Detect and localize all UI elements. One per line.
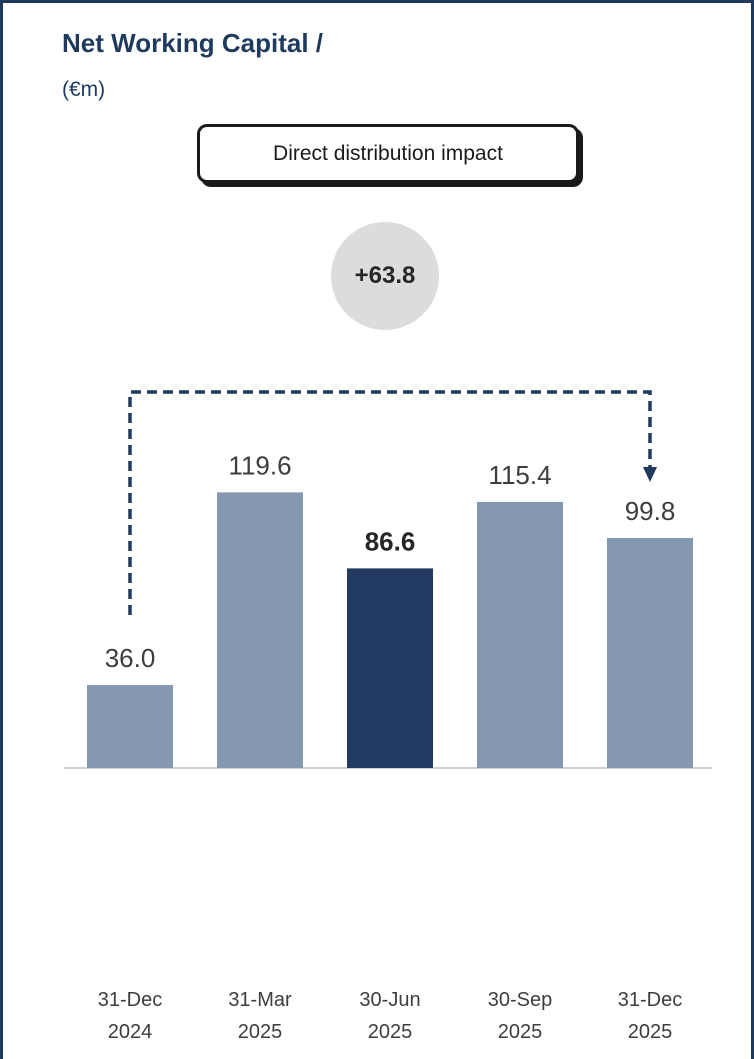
x-tick-label-3: 30-Sep 2025 bbox=[488, 989, 553, 1043]
callout-box: Direct distribution impact bbox=[197, 124, 579, 183]
value-label-0: 36.0 bbox=[105, 643, 156, 673]
x-tick-label-1: 31-Mar 2025 bbox=[228, 989, 292, 1043]
bar-0 bbox=[87, 685, 173, 768]
value-label-4: 99.8 bbox=[625, 496, 676, 526]
delta-bubble: +63.8 bbox=[331, 222, 439, 330]
bar-1 bbox=[217, 492, 303, 768]
bridge-arrow-line bbox=[128, 390, 652, 616]
value-label-3: 115.4 bbox=[488, 460, 551, 490]
value-label-2: 86.6 bbox=[365, 526, 416, 556]
x-tick-label-2: 30-Jun 2025 bbox=[359, 989, 420, 1043]
x-tick-label-4: 31-Dec 2025 bbox=[618, 989, 682, 1043]
bridge-arrow-head-icon bbox=[643, 467, 657, 482]
bar-4 bbox=[607, 537, 693, 768]
chart-unit: (€m) bbox=[62, 78, 106, 101]
x-tick-label-0: 31-Dec 2024 bbox=[98, 989, 162, 1043]
bar-3 bbox=[477, 502, 563, 768]
value-label-1: 119.6 bbox=[228, 450, 291, 480]
chart-title: Net Working Capital / bbox=[62, 28, 323, 58]
bar-2 bbox=[347, 568, 433, 768]
